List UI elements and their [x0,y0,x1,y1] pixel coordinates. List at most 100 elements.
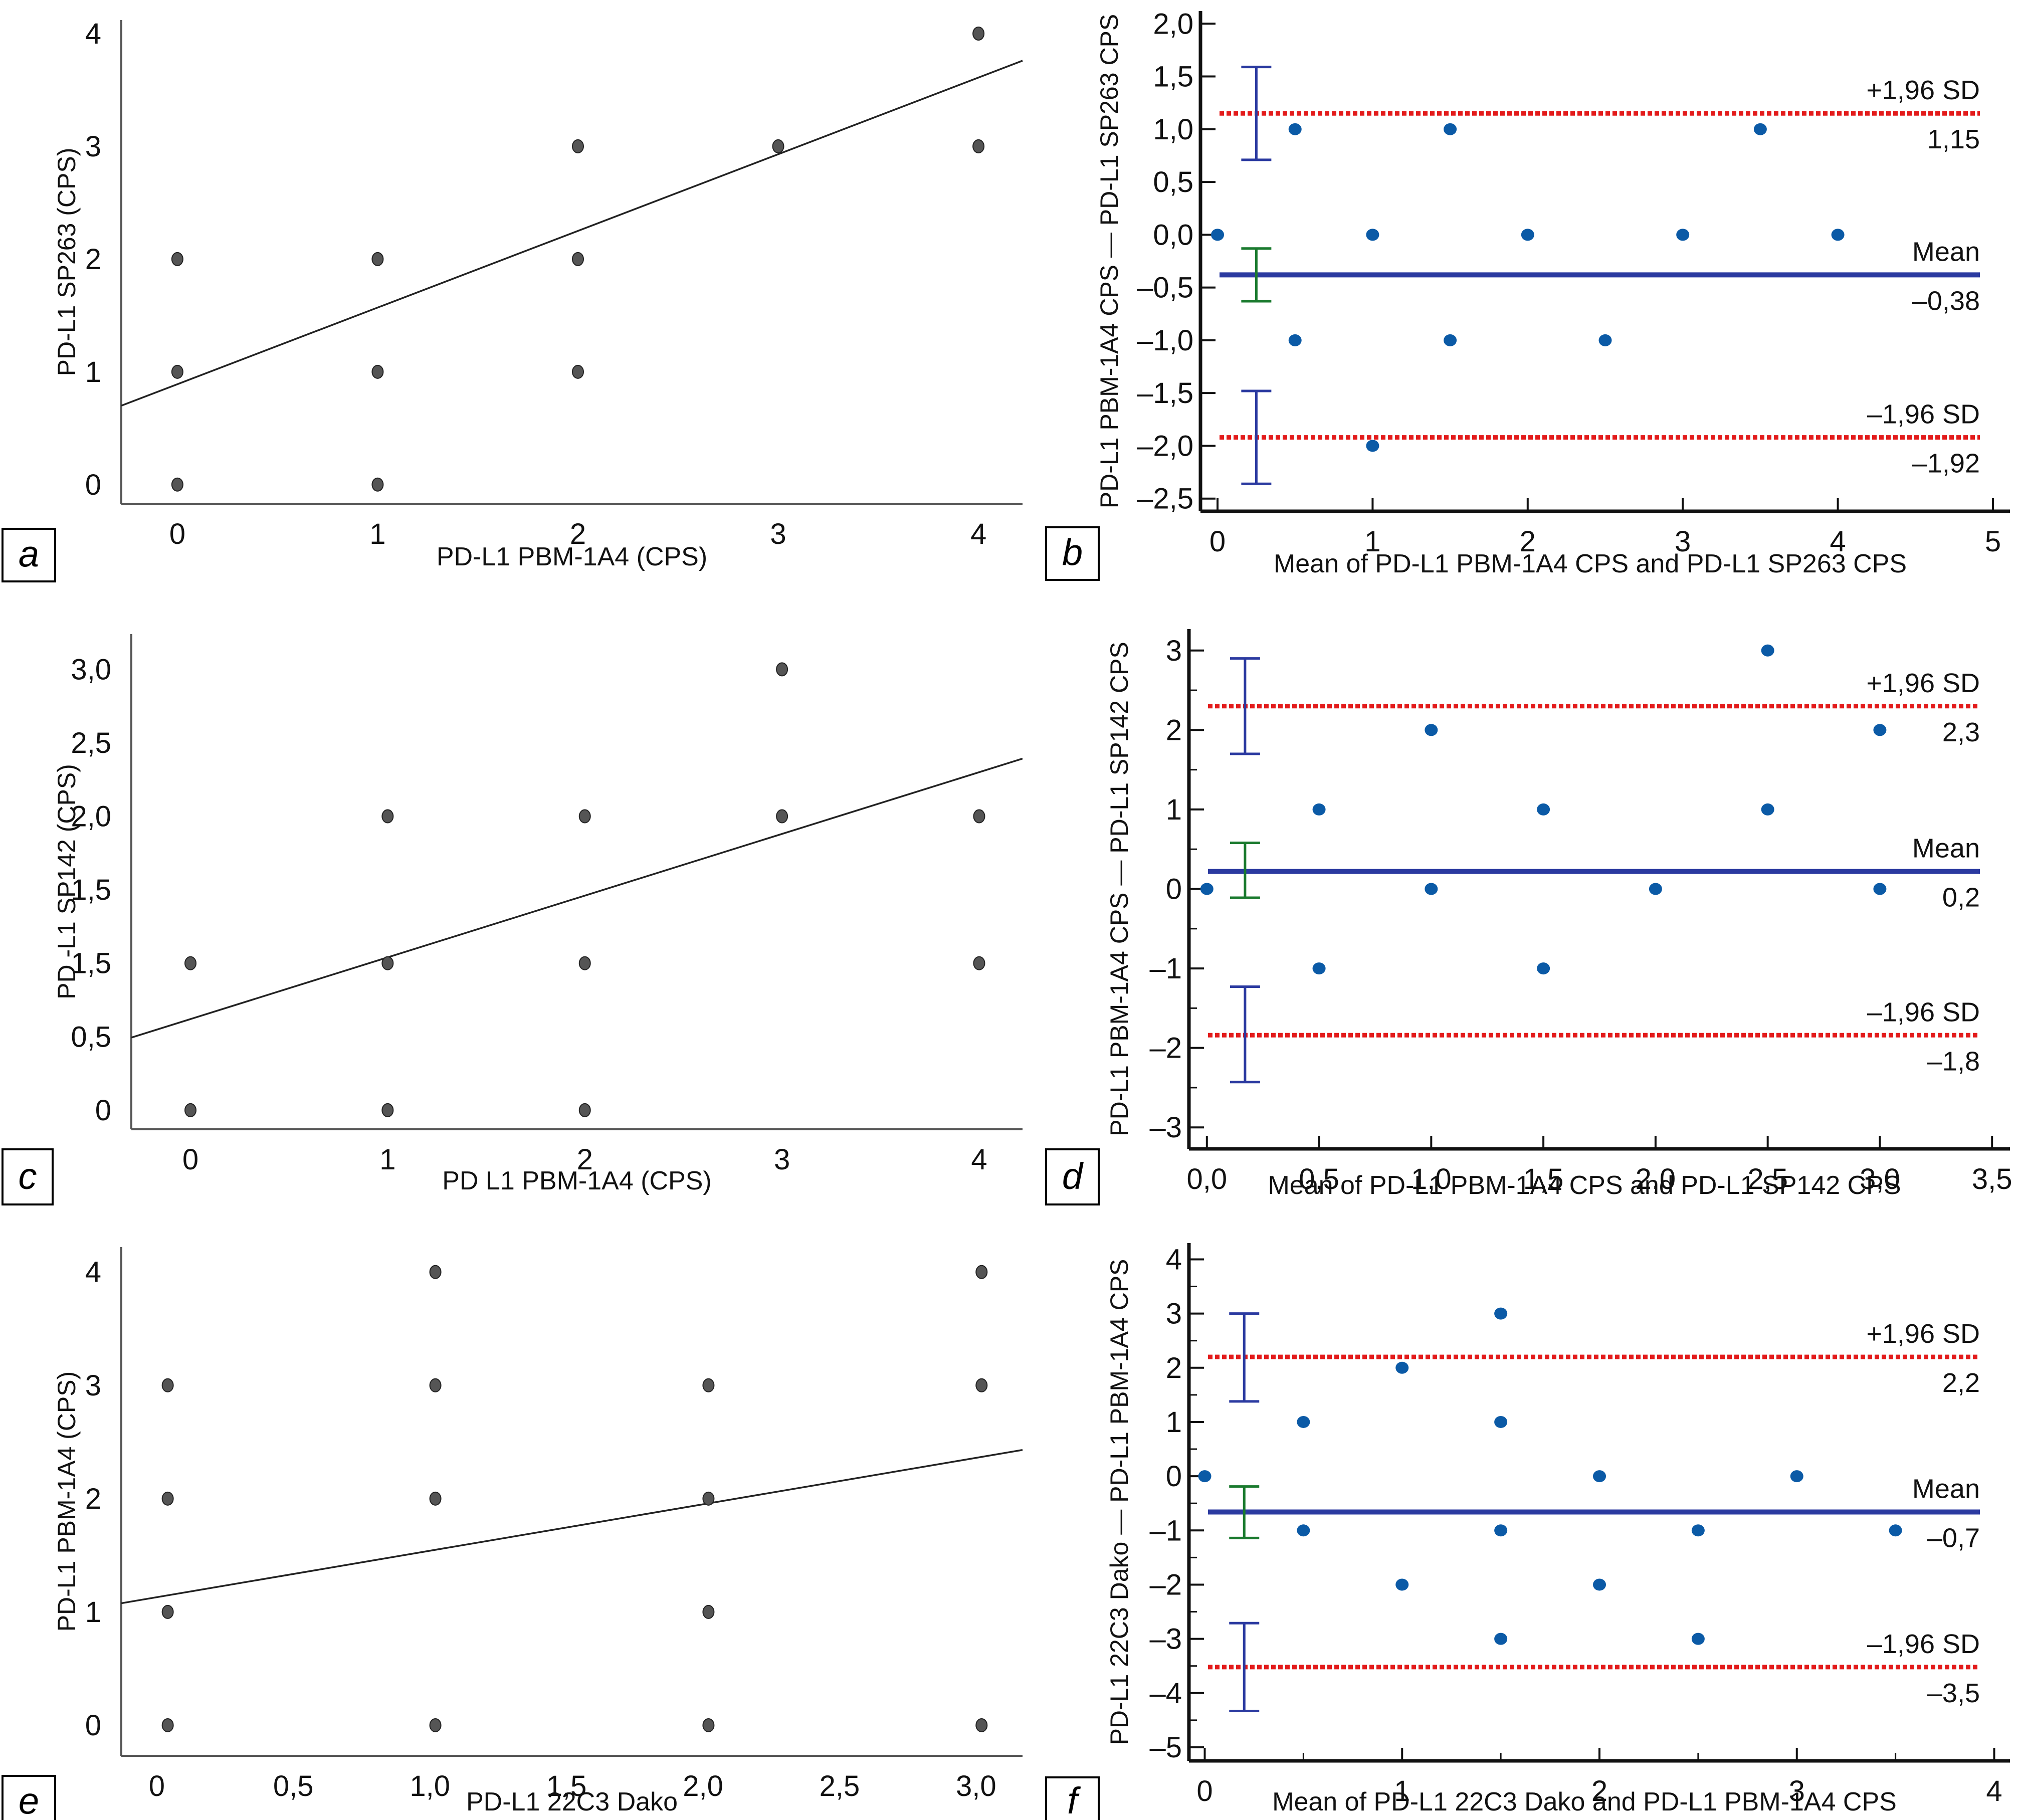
x-tick-label: 1,5 [1523,1163,1564,1195]
data-point [1200,883,1214,895]
lower-loa-label: –1,96 SD [1867,997,1980,1027]
panel-d-bland-altman: 3 2 1 0 –1 –2 –30,0 0,5 1,0 1,5 2,0 2,5 3,0 3,5 Mean o… [1045,629,2012,1205]
data-point [1444,123,1457,135]
y-tick-label: 1,5 [71,874,111,906]
y-tick-label: 2 [85,1483,101,1515]
y-tick-label: –2,0 [1137,430,1193,462]
y-tick-label: 3 [85,130,101,163]
y-tick-label: 2,0 [71,800,111,833]
x-tick-label: 0 [1209,525,1226,558]
panel-a-scatter: 0 1 2 3 4 0 1 2 3 4 PD-L1 PBM-1A4 (CPS) PD-L1 SP263… [2,18,1023,582]
panel-label-box [1045,526,1100,581]
data-point [161,1604,174,1619]
data-point [973,809,985,824]
data-point [429,1378,442,1392]
y-tick-label: 0 [85,1709,101,1742]
data-point [702,1718,715,1732]
data-point [171,252,183,266]
y-tick-label: 1 [1166,1406,1182,1439]
x-tick-label: 3 [774,1143,790,1176]
data-point [1761,803,1774,816]
upper-loa-label: +1,96 SD [1866,75,1980,105]
data-point [578,956,591,970]
data-point [702,1378,715,1392]
data-point [1425,724,1438,736]
data-point [973,956,985,970]
y-tick-label: 4 [85,18,101,50]
x-tick-label: 4 [970,518,986,550]
data-point [429,1718,442,1732]
x-axis-label: Mean of PD-L1 22C3 Dako and PD-L1 PBM-1A… [1272,1787,1897,1816]
data-point [1537,803,1550,816]
data-point [1691,1524,1705,1537]
lower-loa-value: –1,92 [1912,449,1980,479]
data-point [1753,123,1767,135]
data-point [1444,334,1457,346]
x-tick-label: 3,0 [1860,1163,1900,1195]
data-point [371,252,384,266]
data-point [1521,229,1534,241]
x-tick-label: 1 [1394,1775,1410,1807]
x-tick-label: 2 [577,1143,593,1176]
x-tick-label: 1,0 [1411,1163,1452,1195]
x-tick-label: 3 [1789,1775,1805,1807]
y-tick-label: –1,5 [1137,377,1193,410]
x-tick-label: 3 [1675,525,1691,558]
data-point [371,364,384,379]
data-point [975,1718,988,1732]
y-tick-label: 1,5 [71,947,111,980]
data-point [1395,1361,1409,1374]
upper-loa-value: 2,3 [1942,717,1980,747]
x-axis-label: PD-L1 PBM-1A4 (CPS) [437,542,707,571]
data-point [1366,440,1379,452]
data-point [381,809,394,824]
y-tick-label: 3,0 [71,653,111,686]
panel-label: c [19,1155,37,1197]
y-tick-label: –2,5 [1137,483,1193,515]
data-point [1761,644,1774,657]
data-point [1297,1415,1310,1428]
y-tick-label: –3 [1149,1111,1182,1144]
y-tick-label: 0 [1166,1460,1182,1493]
data-point [381,956,394,970]
data-point [161,1718,174,1732]
x-tick-label: 3,0 [956,1770,996,1802]
upper-loa-label: +1,96 SD [1866,1319,1980,1349]
y-tick-label: 1 [1166,793,1182,826]
y-tick-label: 4 [85,1256,101,1289]
y-tick-label: 2 [1166,714,1182,746]
y-tick-label: 0,0 [1153,219,1193,251]
panel-label-box [2,1775,56,1820]
y-tick-label: –1 [1149,1514,1182,1547]
data-point [1691,1633,1705,1645]
mean-label: Mean [1912,834,1980,864]
x-tick-label: 1,0 [410,1770,450,1802]
data-point [578,809,591,824]
y-tick-label: –1 [1149,952,1182,985]
regression-line [121,1449,1023,1604]
data-point [1831,229,1845,241]
data-point [1494,1307,1508,1320]
x-tick-label: 0,5 [273,1770,314,1802]
panel-b-bland-altman: 2,0 1,5 1,0 0,5 0,0 –0,5 –1,0 –1,5 –2,0 –2,5 0 1 2 3 4… [1045,8,2010,581]
data-point [184,956,197,970]
x-axis-label: PD L1 PBM-1A4 (CPS) [442,1166,712,1195]
x-tick-label: 2,0 [683,1770,723,1802]
lower-loa-label: –1,96 SD [1867,399,1980,430]
regression-line [121,60,1023,407]
mean-value: –0,38 [1912,286,1980,316]
data-point [429,1265,442,1279]
data-point [171,364,183,379]
data-point [1211,229,1225,241]
mean-label: Mean [1912,1474,1980,1504]
data-point [1297,1524,1310,1537]
y-axis-label: PD-L1 SP263 (CPS) [53,148,81,376]
data-point [1312,803,1326,816]
data-point [1593,1470,1606,1483]
x-tick-label: 3 [770,518,786,550]
y-axis-label: PD-L1 PBM-1A4 (CPS) [53,1371,81,1632]
x-tick-label: 2,5 [1747,1163,1788,1195]
data-point [975,1378,988,1392]
data-point [1889,1524,1902,1537]
data-point [578,1103,591,1117]
